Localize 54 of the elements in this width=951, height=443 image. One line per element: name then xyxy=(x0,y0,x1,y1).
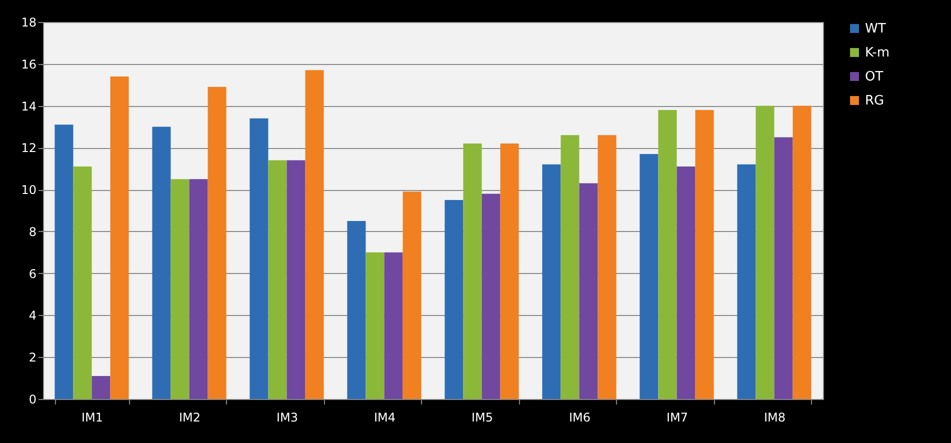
bar xyxy=(170,179,190,399)
bar xyxy=(695,110,714,399)
bar xyxy=(737,164,756,399)
x-tick-label: IM3 xyxy=(276,410,298,424)
bar xyxy=(542,164,561,399)
bar xyxy=(73,166,92,399)
bar xyxy=(286,160,306,399)
bar xyxy=(110,76,129,399)
bar xyxy=(402,192,422,399)
bar xyxy=(92,376,110,399)
x-tick-label: IM5 xyxy=(471,410,494,424)
y-tick-label: 10 xyxy=(21,183,36,198)
bar xyxy=(347,220,366,399)
x-tick-label: IM4 xyxy=(374,410,396,424)
bar xyxy=(463,143,482,399)
y-tick-label: 6 xyxy=(28,266,36,281)
x-tick-label: IM8 xyxy=(764,410,786,424)
legend-label: K-m xyxy=(865,46,890,60)
bar xyxy=(366,252,384,399)
y-tick-label: 0 xyxy=(28,392,36,406)
bar xyxy=(598,135,616,399)
bar xyxy=(792,106,812,399)
bar xyxy=(640,154,658,399)
legend-label: OT xyxy=(865,70,884,84)
bar xyxy=(208,86,226,399)
y-tick-label: 18 xyxy=(21,16,36,30)
y-tick-label: 8 xyxy=(28,224,36,239)
bar xyxy=(268,160,287,399)
x-tick-label: IM2 xyxy=(178,410,201,424)
bar xyxy=(676,166,696,399)
bar xyxy=(500,143,519,399)
y-tick-label: 12 xyxy=(21,141,36,156)
x-tick-label: IM6 xyxy=(568,410,591,424)
x-tick-label: IM7 xyxy=(666,410,688,424)
bar xyxy=(152,126,171,399)
y-tick-label: 14 xyxy=(21,99,36,114)
y-tick-label: 2 xyxy=(28,350,36,365)
bar xyxy=(189,179,208,399)
bar xyxy=(54,124,74,399)
bar xyxy=(444,200,464,399)
bar xyxy=(250,118,268,399)
bar xyxy=(305,70,324,399)
bar xyxy=(384,252,403,399)
bar xyxy=(774,137,793,399)
bar xyxy=(756,106,774,399)
bar xyxy=(658,110,677,399)
legend-label: WT xyxy=(865,22,886,36)
x-tick-label: IM1 xyxy=(81,410,104,424)
legend-label: RG xyxy=(865,94,884,108)
bar xyxy=(560,135,580,399)
y-tick-label: 4 xyxy=(28,308,36,323)
bar xyxy=(579,183,598,399)
bar xyxy=(482,194,500,399)
y-tick-label: 16 xyxy=(21,57,36,72)
